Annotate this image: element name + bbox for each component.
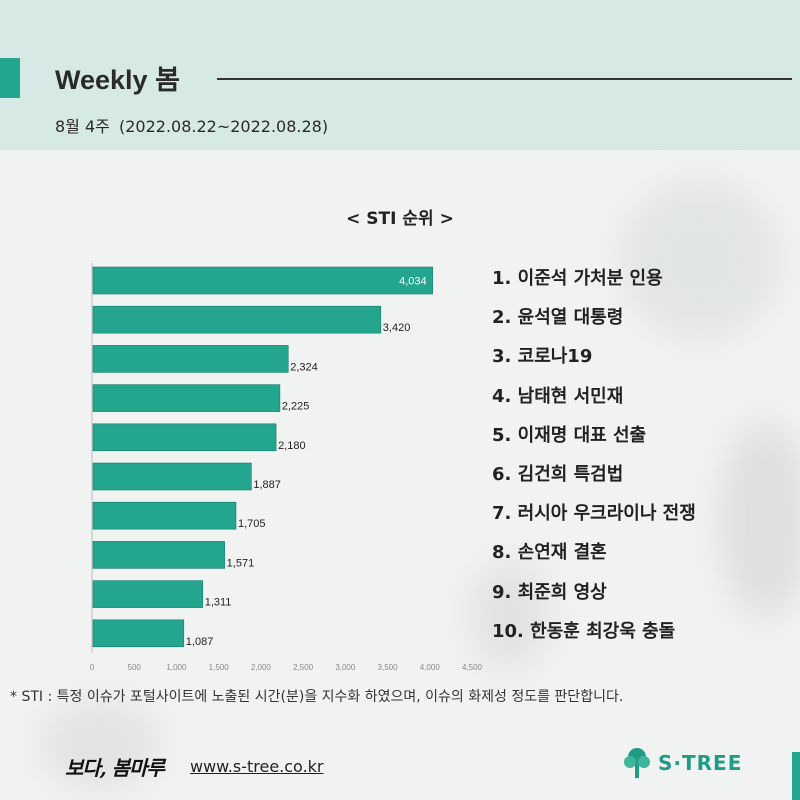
bar-value-label: 3,420 [383,322,411,334]
bar-value-label: 4,034 [399,276,427,288]
bar-value-label: 2,225 [282,401,310,413]
bar-value-label: 1,311 [205,597,232,609]
date-range: (2022.08.22~2022.08.28) [118,117,329,136]
x-tick-label: 3,000 [335,663,356,672]
ranking-item: 9. 최준희 영상 [492,581,607,603]
bar [92,580,204,608]
ranking-item: 10. 한동훈 최강욱 충돌 [492,620,676,642]
chart-title: < STI 순위 > [346,209,454,229]
stree-wordmark: S·TREE [658,751,743,775]
background-blur [720,420,800,620]
bar [92,423,277,452]
x-tick-label: 2,500 [293,663,314,672]
bar-value-label: 1,571 [227,557,255,569]
header-banner: Weekly 봄 8월 4주 (2022.08.22~2022.08.28) [0,0,800,150]
x-tick-label: 3,500 [378,663,399,672]
bar-value-label: 1,087 [186,636,214,648]
x-tick-label: 0 [90,663,95,672]
corner-accent-bar [792,752,800,800]
header-accent-bar [0,58,20,98]
bar [92,501,237,530]
ranking-item: 6. 김건희 특검법 [492,463,624,485]
week-info: 8월 4주 (2022.08.22~2022.08.28) [55,113,328,137]
bar [92,541,225,569]
x-tick-label: 1,500 [209,663,230,672]
ranking-item: 3. 코로나19 [492,346,593,368]
background-blur [620,180,780,340]
ranking-item: 7. 러시아 우크라이나 전쟁 [492,503,696,525]
tree-icon [624,748,650,778]
background-blur [470,560,550,670]
bar [92,619,185,648]
title-underline [217,78,792,80]
ranking-item: 2. 윤석열 대통령 [492,307,624,329]
week-label: 8월 4주 [55,117,110,136]
bar [92,345,289,373]
bar-value-label: 1,705 [238,518,266,530]
ranking-item: 1. 이준석 가처분 인용 [492,268,663,289]
ranking-item: 4. 남태현 서민재 [492,385,624,407]
ranking-list: 1. 이준석 가처분 인용 2. 윤석열 대통령 3. 코로나19 4. 남태현 서민… [492,262,696,654]
page-title: Weekly 봄 [55,65,180,95]
bar [92,305,382,334]
website-link[interactable]: www.s-tree.co.kr [190,757,324,776]
stree-brand: S·TREE [622,746,742,780]
bar-value-label: 2,180 [278,440,306,452]
sti-footnote: * STI : 특정 이슈가 포털사이트에 노출된 시간(분)을 지수화 하였으… [10,689,624,705]
ranking-item: 5. 이재명 대표 선출 [492,424,647,446]
x-tick-label: 2,000 [251,663,272,672]
x-tick-label: 500 [128,663,142,672]
x-tick-label: 4,500 [462,663,483,672]
bar [92,384,281,412]
x-tick-label: 1,000 [166,663,187,672]
background-blur [40,700,160,790]
bar-value-label: 2,324 [290,361,318,373]
bar [92,266,433,295]
bommaru-logo: 보다, 봄마루 [65,756,165,780]
bar-value-label: 1,887 [253,479,281,491]
ranking-item: 8. 손연재 결혼 [492,542,607,564]
bar [92,462,252,491]
x-tick-label: 4,000 [420,663,441,672]
